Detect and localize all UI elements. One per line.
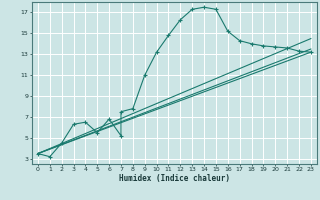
X-axis label: Humidex (Indice chaleur): Humidex (Indice chaleur) [119,174,230,183]
